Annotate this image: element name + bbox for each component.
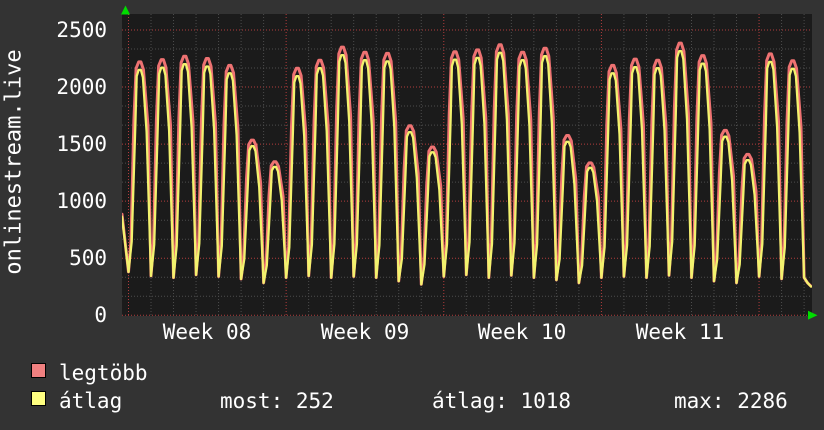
x-week-label: Week 10: [477, 320, 567, 344]
y-tick-label: 2000: [56, 75, 107, 100]
stat-most: most: 252: [220, 389, 334, 413]
y-tick-label: 1000: [56, 189, 107, 214]
y-tick-label: 2500: [56, 17, 107, 42]
y-tick-label: 0: [94, 303, 107, 328]
y-tick-label: 500: [69, 246, 107, 271]
legend-swatch-legtobb: [31, 363, 46, 378]
y-tick-label: 1500: [56, 132, 107, 157]
legend-label-legtobb: legtöbb: [59, 361, 148, 385]
x-axis-arrow-icon: [808, 310, 818, 320]
y-axis-arrow-icon: [121, 5, 130, 15]
chart-series: [122, 41, 812, 288]
legend-swatch-atlag: [31, 391, 46, 406]
legend-label-atlag: átlag: [59, 389, 123, 413]
stat-max: max: 2286: [674, 389, 788, 413]
x-week-label: Week 08: [162, 320, 252, 344]
x-week-label: Week 11: [635, 320, 725, 344]
stat-atlag: átlag: 1018: [432, 389, 572, 413]
x-week-label: Week 09: [320, 320, 410, 344]
series-atlag-line: [122, 49, 812, 288]
